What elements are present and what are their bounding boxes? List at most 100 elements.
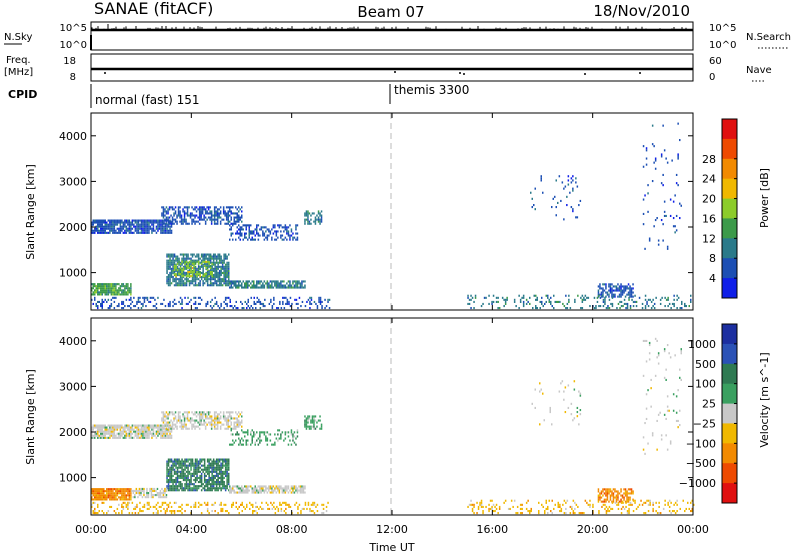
- power-cell: [605, 295, 607, 298]
- velocity-cell: [194, 472, 197, 475]
- velocity-cell: [290, 487, 293, 490]
- velocity-cell: [605, 494, 607, 497]
- power-cell: [242, 280, 244, 283]
- power-cell: [109, 289, 111, 292]
- velocity-cell: [236, 485, 238, 488]
- velocity-cell: [136, 436, 138, 439]
- velocity-cell: [169, 432, 171, 435]
- power-cell: [280, 234, 282, 237]
- power-cell: [256, 284, 258, 287]
- velocity-cell: [169, 436, 171, 439]
- power-cell: [190, 269, 192, 272]
- power-cell: [122, 291, 125, 294]
- velocity-cell: [221, 507, 224, 510]
- power-cell: [203, 275, 206, 278]
- power-cell: [611, 287, 613, 290]
- velocity-cell: [550, 510, 552, 513]
- power-cell: [241, 232, 243, 235]
- power-cell: [202, 282, 204, 285]
- power-cell: [113, 231, 116, 234]
- power-cell: [185, 274, 188, 277]
- power-cell: [128, 231, 131, 234]
- power-ytick-label: 2000: [59, 221, 87, 234]
- power-cell: [134, 305, 137, 308]
- freq-tick-bottom: 8: [70, 72, 76, 83]
- velocity-cell: [599, 492, 601, 495]
- velocity-cell: [125, 494, 128, 497]
- power-cell: [603, 283, 606, 286]
- velocity-cell: [253, 435, 255, 438]
- velocity-cell: [676, 510, 678, 513]
- power-cell: [125, 219, 128, 222]
- power-cell: [116, 231, 119, 234]
- velocity-cell: [629, 492, 631, 495]
- velocity-cell: [119, 496, 122, 499]
- velocity-cell: [144, 496, 147, 499]
- power-cell: [662, 239, 664, 242]
- power-cell: [275, 238, 278, 241]
- velocity-cell: [204, 417, 207, 420]
- velocity-cell: [143, 503, 146, 506]
- power-cell: [577, 294, 579, 297]
- power-cell: [314, 222, 317, 225]
- power-cell: [550, 296, 552, 299]
- velocity-cell: [121, 424, 123, 427]
- velocity-cell: [100, 436, 102, 439]
- velocity-cell: [112, 490, 114, 493]
- velocity-cell: [166, 476, 168, 479]
- velocity-cell: [98, 430, 100, 433]
- power-cell: [530, 191, 532, 194]
- power-cell: [223, 282, 225, 285]
- power-cell: [182, 253, 185, 256]
- velocity-cell: [476, 501, 478, 504]
- velocity-cell: [170, 468, 173, 471]
- velocity-cell: [95, 432, 97, 435]
- velocity-cell: [161, 417, 163, 420]
- power-cell: [290, 234, 293, 237]
- power-cell: [100, 229, 102, 232]
- velocity-cell: [148, 424, 150, 427]
- velocity-cell: [229, 487, 231, 490]
- power-colorbar-tick-label: 12: [702, 232, 716, 245]
- power-cell: [145, 296, 147, 299]
- power-colorbar-swatch: [722, 158, 737, 180]
- velocity-cell: [128, 490, 131, 493]
- power-cell: [164, 208, 166, 211]
- power-cell: [94, 231, 96, 234]
- power-cell: [143, 221, 146, 224]
- power-cell: [217, 263, 219, 266]
- power-cell: [221, 265, 224, 268]
- power-cell: [202, 280, 204, 283]
- power-cell: [187, 280, 189, 283]
- power-cell: [190, 280, 192, 283]
- velocity-cell: [115, 434, 117, 437]
- velocity-cell: [668, 409, 670, 412]
- power-cell: [103, 219, 105, 222]
- velocity-cell: [573, 380, 576, 383]
- power-cell: [226, 302, 228, 305]
- power-cell: [584, 294, 587, 297]
- power-cell: [163, 231, 165, 234]
- velocity-cell: [157, 512, 159, 515]
- power-cell: [609, 285, 612, 288]
- velocity-cell: [470, 499, 472, 502]
- power-cell: [121, 225, 123, 228]
- velocity-cell: [600, 500, 603, 503]
- freq-outlier-dot: [463, 73, 465, 75]
- velocity-cell: [240, 503, 242, 506]
- power-cell: [215, 271, 218, 274]
- velocity-cell: [140, 494, 142, 497]
- velocity-cell: [205, 470, 207, 473]
- power-cell: [611, 295, 613, 298]
- power-cell: [176, 220, 178, 223]
- power-cell: [269, 230, 272, 233]
- velocity-cell: [163, 430, 165, 433]
- power-cell: [211, 273, 213, 276]
- power-cell: [202, 284, 204, 287]
- velocity-cell: [94, 434, 96, 437]
- power-cell: [94, 229, 96, 232]
- velocity-cell: [658, 512, 660, 515]
- power-cell: [113, 289, 116, 292]
- power-cell: [304, 220, 306, 223]
- power-cell: [554, 195, 556, 198]
